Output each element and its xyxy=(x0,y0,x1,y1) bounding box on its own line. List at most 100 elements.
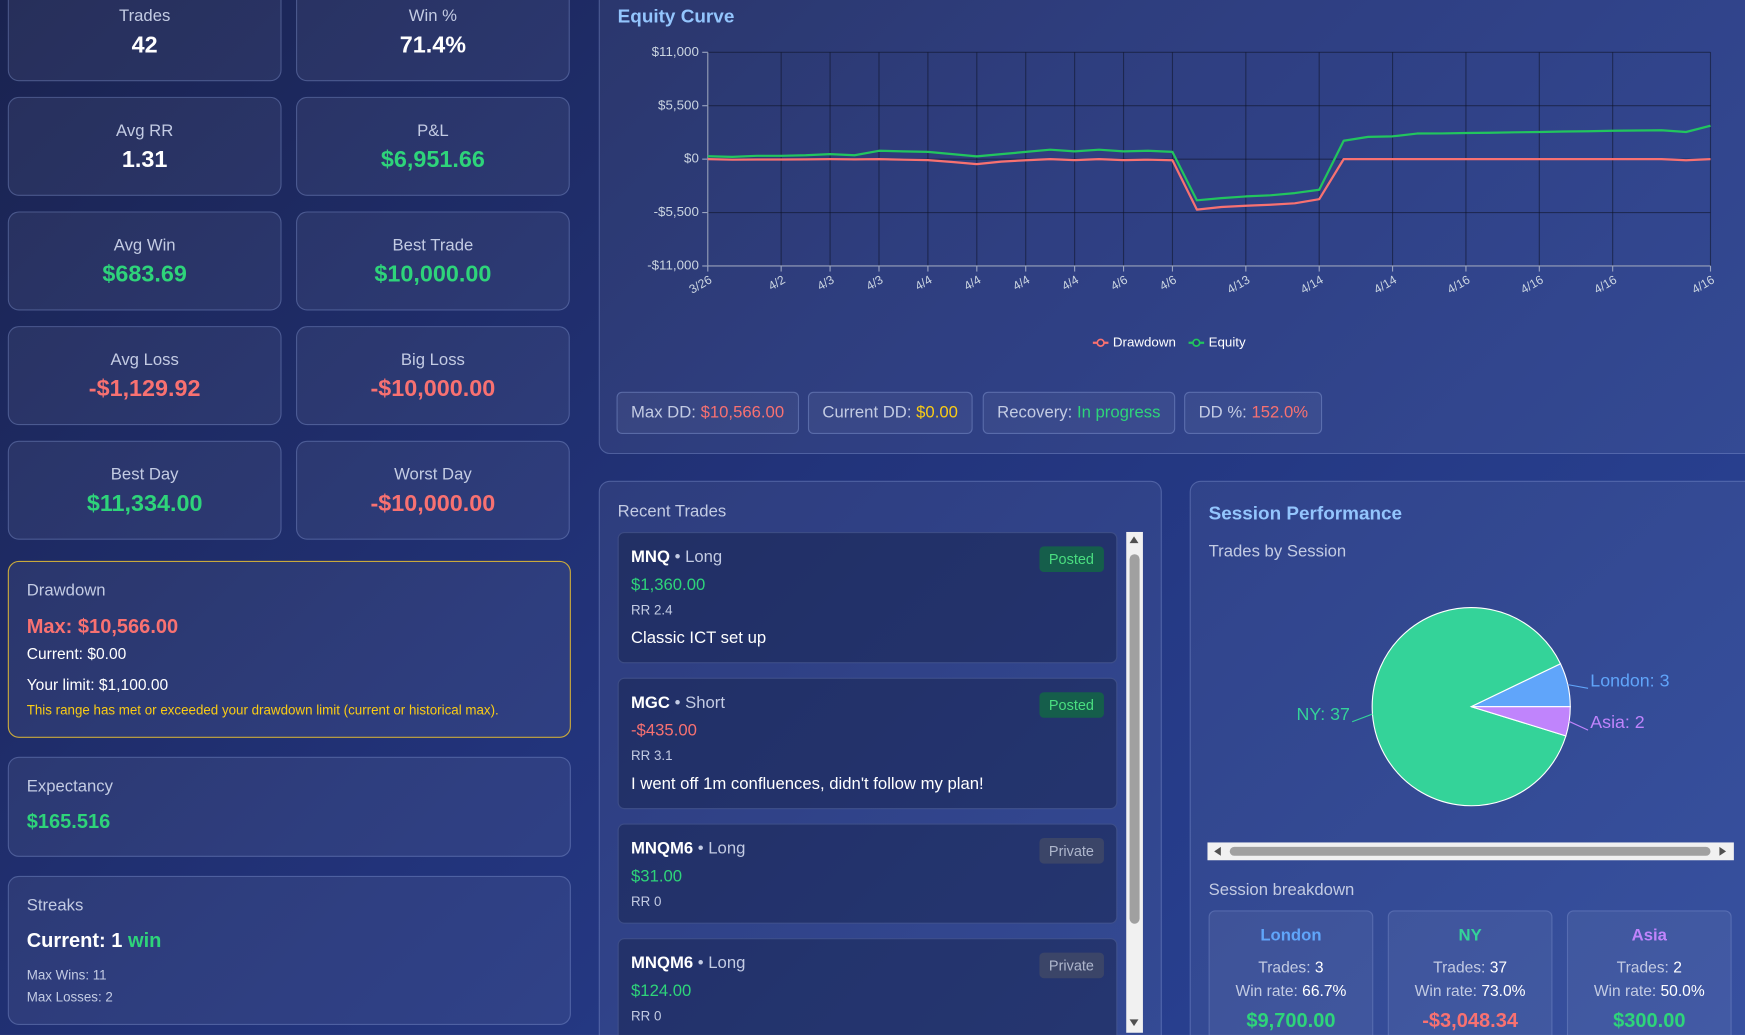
h-scrollbar-thumb[interactable] xyxy=(1229,846,1711,856)
stat-value: 42 xyxy=(131,32,158,58)
stat-card: Best Day $11,334.00 xyxy=(7,440,282,540)
dd-stat-value: $0.00 xyxy=(916,402,958,422)
scrollbar[interactable] xyxy=(1126,531,1143,1033)
trade-symbol-text: MGC xyxy=(631,693,670,713)
dd-stat-value: $10,566.00 xyxy=(700,402,785,422)
drawdown-limit: Your limit: $1,100.00 xyxy=(26,675,169,694)
session-trades: Trades: 3 xyxy=(1210,958,1372,976)
expectancy-value: $165.516 xyxy=(26,810,111,833)
dd-stat: Max DD: $10,566.00 xyxy=(616,391,799,435)
stat-label: Trades xyxy=(118,6,171,26)
equity-title: Equity Curve xyxy=(617,5,735,27)
session-winrate: Win rate: 50.0% xyxy=(1568,982,1730,1000)
stat-label: Avg RR xyxy=(116,121,174,141)
stat-value: 1.31 xyxy=(121,146,168,173)
trade-pnl: $1,360.00 xyxy=(631,575,706,595)
trade-rr: RR 2.4 xyxy=(631,602,673,618)
scroll-left[interactable] xyxy=(1214,846,1221,856)
dd-stat: DD %: 152.0% xyxy=(1184,391,1323,435)
stat-value: $6,951.66 xyxy=(380,146,485,173)
session-winrate: Win rate: 66.7% xyxy=(1210,982,1372,1000)
session-winrate: Win rate: 73.0% xyxy=(1389,982,1551,1000)
trade-symbol-text: MNQM6 xyxy=(631,839,694,859)
breakdown-title: Session breakdown xyxy=(1208,880,1355,900)
dd-stat: Recovery: In progress xyxy=(982,391,1175,435)
streaks-title: Streaks xyxy=(26,895,84,915)
stat-label: Worst Day xyxy=(394,465,472,485)
scrollbar-thumb[interactable] xyxy=(1129,554,1140,924)
trade-symbol-text: MNQ xyxy=(631,547,670,567)
session-winrate-label: Win rate: xyxy=(1593,981,1657,1000)
recent-trades-title: Recent Trades xyxy=(617,501,727,521)
streaks-current: Current: 1 win xyxy=(27,929,162,952)
session-trades: Trades: 37 xyxy=(1389,958,1551,976)
stat-value: -$10,000.00 xyxy=(370,490,496,517)
session-trades-label: Trades: xyxy=(1258,958,1311,976)
stat-label: Best Day xyxy=(110,465,179,485)
stat-card: Best Trade $10,000.00 xyxy=(296,211,570,311)
trade-status: Private xyxy=(1038,837,1104,864)
stat-label: Win % xyxy=(408,6,458,26)
session-trades-value: 3 xyxy=(1314,958,1324,976)
drawdown-max: Max: $10,566.00 xyxy=(26,615,179,638)
stat-card: Worst Day -$10,000.00 xyxy=(296,440,570,540)
trade-card[interactable]: MNQM6 • Long $124.00 RR 0 Private xyxy=(617,938,1118,1035)
session-card: Asia Trades: 2 Win rate: 50.0% $300.00 xyxy=(1566,910,1732,1035)
dd-stat: Current DD: $0.00 xyxy=(807,391,973,435)
scroll-right[interactable] xyxy=(1719,846,1727,856)
trade-side: • Long xyxy=(697,953,746,973)
trade-note: Classic ICT set up xyxy=(631,628,767,648)
session-card: London Trades: 3 Win rate: 66.7% $9,700.00 xyxy=(1208,910,1374,1035)
dd-stat-value: 152.0% xyxy=(1251,402,1309,422)
stat-card: Avg RR 1.31 xyxy=(7,96,282,196)
session-trades-value: 37 xyxy=(1489,958,1508,976)
scroll-down[interactable] xyxy=(1129,1019,1139,1027)
session-winrate-value: 73.0% xyxy=(1481,981,1526,1000)
stat-value: 71.4% xyxy=(399,32,467,58)
stat-value: $683.69 xyxy=(102,261,187,288)
session-card: NY Trades: 37 Win rate: 73.0% -$3,048.34 xyxy=(1387,910,1553,1035)
session-trades-value: 2 xyxy=(1673,958,1682,976)
streaks-max-losses: Max Losses: 2 xyxy=(26,989,113,1005)
scroll-up[interactable] xyxy=(1129,536,1139,544)
stat-label: Best Trade xyxy=(392,235,474,255)
stat-label: Big Loss xyxy=(400,350,465,370)
trade-symbol: MNQ • Long xyxy=(631,548,722,567)
trade-status: Private xyxy=(1038,952,1104,979)
session-pnl: -$3,048.34 xyxy=(1422,1009,1519,1032)
trade-side: • Short xyxy=(674,693,725,713)
trade-status: Posted xyxy=(1038,692,1104,718)
stat-card: Avg Loss -$1,129.92 xyxy=(7,326,282,426)
trade-pnl: $124.00 xyxy=(631,981,692,1001)
trade-card[interactable]: MNQ • Long $1,360.00 RR 2.4 Classic ICT set… xyxy=(617,531,1118,664)
streaks-max-wins: Max Wins: 11 xyxy=(26,967,107,983)
stat-label: Avg Loss xyxy=(110,350,179,370)
trade-symbol: MGC • Short xyxy=(631,693,725,712)
stat-card: P&L $6,951.66 xyxy=(296,96,570,196)
trade-card[interactable]: MGC • Short -$435.00 RR 3.1 I went off 1m c… xyxy=(617,677,1118,810)
drawdown-warning: This range has met or exceeded your draw… xyxy=(26,702,499,718)
session-pnl: $9,700.00 xyxy=(1246,1009,1336,1032)
equity-panel: Equity Curve xyxy=(598,0,1745,455)
trade-symbol-text: MNQM6 xyxy=(631,953,694,973)
stat-card: Avg Win $683.69 xyxy=(7,211,282,311)
expectancy-title: Expectancy xyxy=(26,776,114,796)
session-name: Asia xyxy=(1631,925,1667,945)
dd-stat-value: In progress xyxy=(1076,402,1161,422)
session-winrate-label: Win rate: xyxy=(1235,981,1298,1000)
trade-pnl: -$435.00 xyxy=(631,721,697,741)
session-trades-label: Trades: xyxy=(1433,958,1486,976)
trade-side: • Long xyxy=(697,839,746,859)
session-winrate-label: Win rate: xyxy=(1414,981,1478,1000)
session-name: NY xyxy=(1458,925,1482,945)
dd-stat-label: DD %: xyxy=(1198,402,1247,422)
trade-pnl: $31.00 xyxy=(631,866,683,886)
stat-label: P&L xyxy=(417,121,449,141)
stat-card: Big Loss -$10,000.00 xyxy=(296,326,570,426)
trade-rr: RR 3.1 xyxy=(631,747,673,764)
trade-note: I went off 1m confluences, didn't follow… xyxy=(631,774,984,794)
stat-value: $11,334.00 xyxy=(86,490,203,517)
streaks-card: Streaks Current: 1 win Max Wins: 11 Max … xyxy=(7,875,571,1025)
h-scrollbar[interactable] xyxy=(1207,842,1734,861)
trade-card[interactable]: MNQM6 • Long $31.00 RR 0 Private xyxy=(617,823,1118,924)
